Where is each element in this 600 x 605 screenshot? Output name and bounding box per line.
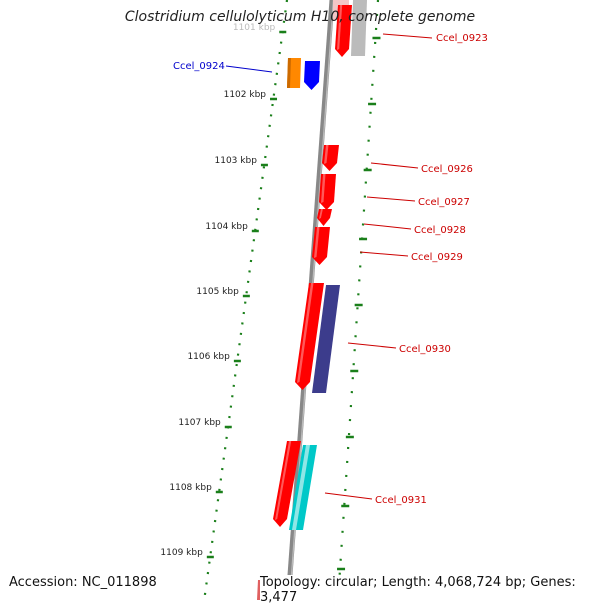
gene-top-gray[interactable] — [351, 0, 367, 56]
gene-label-Ccel_0929[interactable]: Ccel_0929 — [411, 252, 463, 263]
gene-label-Ccel_0927[interactable]: Ccel_0927 — [418, 197, 470, 208]
gene-Ccel_0931[interactable] — [273, 441, 301, 527]
leader-line-Ccel_0929 — [359, 251, 409, 257]
map-title: Clostridium cellulolyticum H10, complete… — [124, 9, 476, 25]
left-dotted-track — [203, 0, 289, 601]
gene-Ccel_0930-purple[interactable] — [312, 285, 340, 393]
ruler-label-1105-kbp: 1105 kbp — [196, 287, 239, 297]
leader-line-Ccel_0930 — [347, 342, 397, 349]
gene-Ccel_0924[interactable] — [304, 61, 320, 90]
gene-Ccel_0926[interactable] — [322, 145, 339, 171]
gene-label-Ccel_0923[interactable]: Ccel_0923 — [436, 33, 488, 44]
accession-text: Accession: NC_011898 — [9, 575, 157, 590]
genome-stats-text: Topology: circular; Length: 4,068,724 bp… — [260, 575, 600, 605]
ruler-label-1106-kbp: 1106 kbp — [187, 352, 230, 362]
ruler-label-1108-kbp: 1108 kbp — [169, 483, 212, 493]
gene-Ccel_0928-shine — [319, 209, 323, 219]
gene-Ccel_0927-shine — [321, 174, 326, 203]
gene-Ccel_0929-shine — [314, 227, 320, 258]
gene-label-Ccel_0924[interactable]: Ccel_0924 — [173, 61, 225, 72]
gene-Ccel_0930[interactable] — [295, 283, 324, 390]
right-dotted-track — [336, 0, 380, 601]
gene-label-Ccel_0930[interactable]: Ccel_0930 — [399, 344, 451, 355]
ruler-label-1107-kbp: 1107 kbp — [178, 418, 221, 428]
gene-Ccel_0928[interactable] — [317, 209, 332, 226]
gene-label-Ccel_0928[interactable]: Ccel_0928 — [414, 225, 466, 236]
gene-Ccel_0923[interactable] — [335, 5, 352, 57]
gene-orange-edge[interactable] — [287, 58, 291, 88]
gene-label-Ccel_0931[interactable]: Ccel_0931 — [375, 495, 427, 506]
ruler-label-1109-kbp: 1109 kbp — [160, 548, 203, 558]
gene-Ccel_0926-shine — [324, 145, 329, 164]
ruler-label-1101-kbp: 1101 kbp — [233, 23, 276, 33]
ruler-label-1104-kbp: 1104 kbp — [205, 222, 248, 232]
leader-line-Ccel_0924 — [225, 65, 273, 73]
leader-line-Ccel_0927 — [366, 196, 416, 202]
leader-line-Ccel_0928 — [363, 223, 412, 230]
gene-Ccel_0931-cyan-shine[interactable] — [292, 445, 310, 530]
leader-line-Ccel_0926 — [370, 162, 419, 169]
gene-Ccel_0927[interactable] — [319, 174, 336, 210]
gene-Ccel_0931-shine — [275, 441, 292, 520]
gene-Ccel_0929[interactable] — [312, 227, 330, 265]
leader-line-Ccel_0923 — [382, 33, 433, 39]
ruler-label-1102-kbp: 1102 kbp — [224, 90, 267, 100]
gene-label-Ccel_0926[interactable]: Ccel_0926 — [421, 164, 473, 175]
leader-line-Ccel_0931 — [324, 492, 373, 500]
gene-Ccel_0923-shine — [337, 5, 343, 50]
gene-Ccel_0930-shine — [297, 283, 314, 383]
ruler-label-1103-kbp: 1103 kbp — [215, 156, 258, 166]
